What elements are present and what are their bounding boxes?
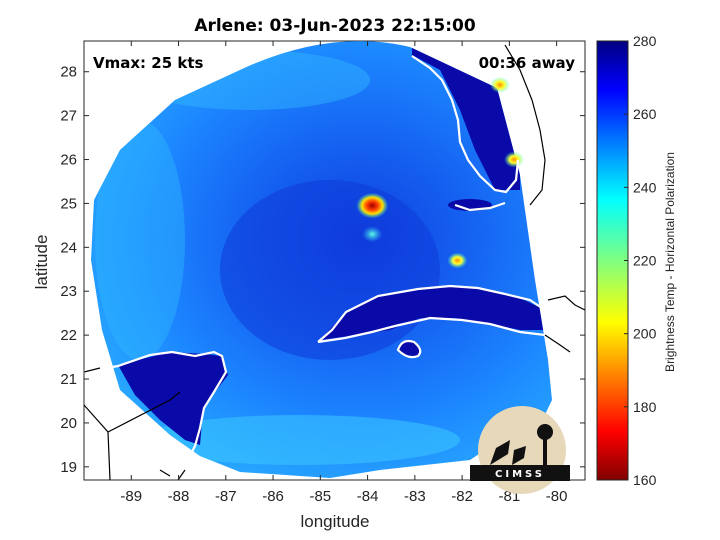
florida-coastline [411,55,520,212]
y-tick-label: 28 [60,64,77,81]
warm-spot [504,151,525,168]
logo-ground [470,465,570,481]
florida-east-coast [504,44,546,206]
x-tick-label: -82 [451,488,473,505]
cuba-coastline [317,284,549,344]
logo-text: CIMSS [495,469,545,480]
x-tick-label: -85 [309,488,331,505]
x-axis: -89 -88 -87 -86 -85 -84 -83 -82 -81 -80 [120,41,567,505]
warm-spots [356,76,525,269]
water-tower-leg [543,438,547,466]
warm-spot [356,192,389,219]
mexico-coast [84,367,186,480]
y-tick-label: 20 [60,415,77,432]
colorbar-tick-label: 260 [633,106,657,122]
warm-spot [447,252,468,269]
warm-spot [489,76,510,93]
x-tick-label: -80 [546,488,568,505]
x-tick-label: -83 [404,488,426,505]
cuba-east-coast [544,295,585,353]
central-america-border [84,391,181,480]
x-axis-label: longitude [300,512,369,531]
colorbar [596,40,629,481]
y-tick-label: 25 [60,195,77,212]
y-axis-label: latitude [32,235,51,290]
colorbar-tick-label: 180 [633,399,657,415]
x-tick-label: -84 [357,488,379,505]
coastlines [84,55,549,457]
y-tick-label: 27 [60,108,77,125]
x-tick-label: -87 [215,488,237,505]
isle-of-youth-coastline [396,339,422,359]
cyan-band-south [140,415,460,465]
chart-title: Arlene: 03-Jun-2023 22:15:00 [194,16,476,36]
warm-spot [362,226,383,243]
colorbar-tick-label: 200 [633,326,657,342]
x-tick-label: -86 [262,488,284,505]
colorbar-tick-label: 280 [633,33,657,49]
cimss-logo: CIMSS [470,406,570,494]
isle-of-youth [398,341,421,358]
water-tower-tank [537,424,553,440]
yucatan-coastline [84,350,228,457]
colorbar-label: Brightness Temp - Horizontal Polarizatio… [663,152,677,372]
x-tick-label: -89 [120,488,142,505]
x-tick-label: -88 [168,488,190,505]
colorbar-ticks: 160 180 200 220 240 260 280 [624,33,657,488]
y-tick-label: 24 [60,239,77,256]
vmax-label: Vmax: 25 kts [93,54,203,72]
y-tick-label: 23 [60,283,77,300]
y-tick-label: 19 [60,459,77,476]
satellite-dish-icon [490,440,526,465]
coastlines-outside-swath [84,44,585,480]
time-offset-label: 00:36 away [479,54,576,72]
y-tick-label: 22 [60,327,77,344]
cyan-band-west [95,120,185,360]
y-axis: 19 20 21 22 23 24 25 26 27 28 [60,64,585,476]
cuba-land [320,286,548,340]
y-tick-label: 26 [60,152,77,169]
colorbar-tick-label: 240 [633,179,657,195]
colorbar-tick-label: 160 [633,472,657,488]
colorbar-tick-label: 220 [633,253,657,269]
y-tick-label: 21 [60,371,77,388]
